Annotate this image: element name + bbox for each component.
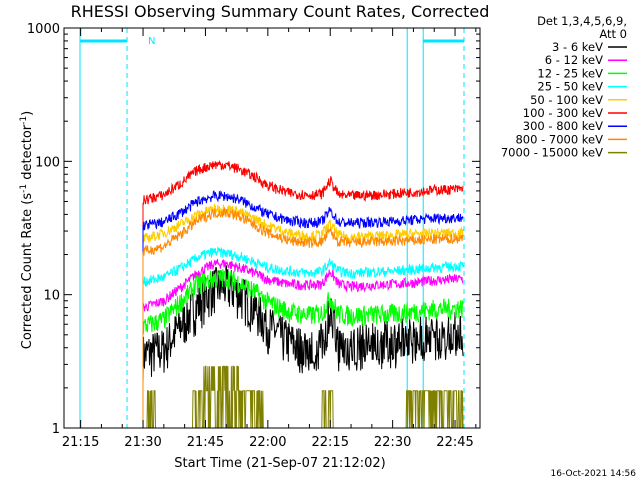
x-tick-label: 22:45	[436, 435, 473, 450]
x-tick-label: 22:15	[312, 435, 349, 450]
legend-entry-label: 6 - 12 keV	[545, 53, 603, 67]
legend-entry-label: 300 - 800 keV	[523, 119, 603, 133]
series-line	[142, 246, 464, 428]
legend-entry-label: 7000 - 15000 keV	[501, 146, 603, 160]
night-intervals: N	[79, 28, 465, 428]
y-axis-label: Corrected Count Rate (s-1 detector-1)	[19, 111, 35, 349]
y-tick-label: 100	[35, 155, 60, 170]
legend-entry-label: 100 - 300 keV	[523, 106, 603, 120]
y-tick-label: 10	[43, 289, 60, 304]
y-tick-label: 1	[52, 422, 60, 437]
plot-frame	[63, 27, 481, 429]
x-axis: 21:15 21:30 21:45 22:00 22:15 22:30 22:45	[62, 28, 477, 450]
legend-header-line-2: Att 0	[599, 27, 627, 41]
legend-entry-label: 800 - 7000 keV	[515, 132, 603, 146]
y-axis: 1 10 100 1000	[27, 22, 480, 437]
series-line	[143, 365, 464, 429]
chart-title: RHESSI Observing Summary Count Rates, Co…	[71, 2, 490, 21]
y-tick-label: 1000	[27, 22, 60, 37]
legend-header-line-1: Det 1,3,4,5,6,9,	[537, 14, 627, 28]
series-line	[142, 258, 464, 428]
x-tick-label: 21:45	[187, 435, 224, 450]
timestamp: 16-Oct-2021 14:56	[551, 469, 637, 479]
series-line	[142, 189, 464, 428]
legend-entry-label: 3 - 6 keV	[552, 40, 603, 54]
series-line	[142, 207, 464, 428]
series-line	[142, 269, 464, 428]
x-axis-label: Start Time (21-Sep-07 21:12:02)	[174, 456, 385, 471]
series-line	[142, 159, 464, 428]
x-tick-label: 21:30	[124, 435, 161, 450]
legend-entry-label: 12 - 25 keV	[537, 66, 603, 80]
x-tick-label: 22:00	[249, 435, 286, 450]
night-marker-label: N	[148, 36, 155, 47]
series-line	[142, 203, 464, 428]
legend-entry-label: 50 - 100 keV	[530, 93, 603, 107]
x-tick-label: 21:15	[62, 435, 99, 450]
x-tick-label: 22:30	[374, 435, 411, 450]
legend-entry-label: 25 - 50 keV	[537, 80, 603, 94]
series-layer	[142, 159, 464, 429]
